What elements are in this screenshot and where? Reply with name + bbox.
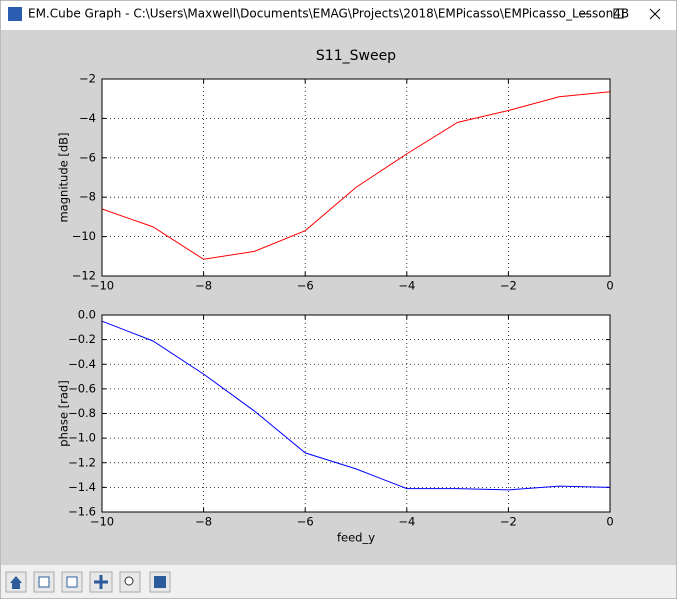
axes-frame bbox=[101, 78, 611, 277]
y-tick-label: −2 bbox=[79, 72, 96, 86]
forward-icon bbox=[66, 576, 78, 588]
x-axis-label: feed_y bbox=[337, 531, 375, 545]
x-tick-label: −2 bbox=[500, 279, 517, 293]
x-tick-label: −10 bbox=[90, 279, 114, 293]
axes-background bbox=[102, 79, 610, 276]
y-axis-label: phase [rad] bbox=[57, 380, 71, 446]
y-tick-label: −4 bbox=[79, 111, 96, 125]
x-tick-label: −8 bbox=[195, 515, 212, 529]
title-bar bbox=[1, 1, 676, 30]
home-icon bbox=[10, 576, 22, 589]
y-tick-label: −1.2 bbox=[68, 455, 96, 469]
y-tick-label: −12 bbox=[72, 269, 96, 283]
x-tick-label: −4 bbox=[398, 515, 415, 529]
y-tick-label: −8 bbox=[79, 190, 96, 204]
chart-title: S11_Sweep bbox=[316, 48, 396, 64]
toolbar bbox=[1, 566, 676, 598]
x-tick-label: 0 bbox=[606, 279, 613, 293]
x-tick-label: −6 bbox=[297, 515, 314, 529]
x-tick-label: −8 bbox=[195, 279, 212, 293]
y-tick-label: −1.6 bbox=[68, 505, 96, 519]
y-tick-label: −0.2 bbox=[68, 332, 96, 346]
y-tick-label: −1.0 bbox=[68, 431, 96, 445]
x-tick-label: −4 bbox=[398, 279, 415, 293]
y-tick-label: −0.8 bbox=[68, 406, 96, 420]
plots: −12−10−8−6−4−2−10 −8 −6 −4 −2 0S11_Sweepmagni… bbox=[57, 48, 614, 545]
y-tick-label: −1.4 bbox=[68, 480, 96, 494]
axes-frame bbox=[101, 314, 611, 513]
toolbar-buttons bbox=[5, 571, 171, 593]
y-tick-label: −0.6 bbox=[68, 381, 96, 395]
maximize-button[interactable] bbox=[613, 8, 624, 19]
back-icon bbox=[38, 576, 50, 588]
data-line bbox=[101, 91, 611, 260]
x-tick-label: −10 bbox=[90, 515, 114, 529]
y-tick-label: −10 bbox=[72, 229, 96, 243]
data-line bbox=[101, 320, 611, 491]
zoom-icon bbox=[124, 576, 134, 586]
app-icon bbox=[8, 7, 22, 21]
close-button[interactable] bbox=[649, 8, 661, 20]
pan-icon bbox=[94, 575, 108, 589]
y-tick-label: 0.0 bbox=[78, 308, 96, 322]
y-axis-label: magnitude [dB] bbox=[57, 132, 71, 222]
x-tick-label: −6 bbox=[297, 279, 314, 293]
y-tick-label: −6 bbox=[79, 150, 96, 164]
x-tick-label: 0 bbox=[606, 515, 613, 529]
window-title: EM.Cube Graph - C:\Users\Maxwell\Documen… bbox=[28, 7, 629, 21]
y-tick-label: −0.4 bbox=[68, 357, 96, 371]
save-icon bbox=[154, 576, 166, 588]
x-tick-label: −2 bbox=[500, 515, 517, 529]
